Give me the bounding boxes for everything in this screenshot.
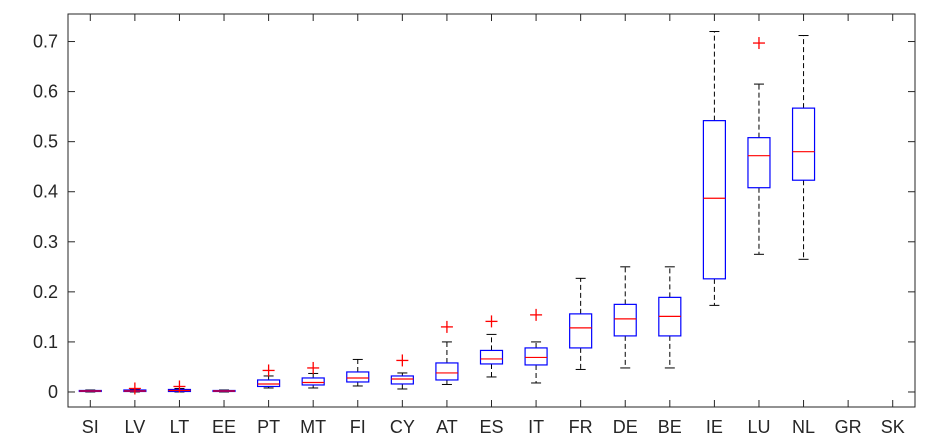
box-mt (301, 361, 325, 389)
box-it (524, 308, 548, 384)
iqr-box (346, 371, 370, 383)
x-tick-label: IT (528, 417, 544, 436)
x-tick-label: NL (792, 417, 815, 436)
outlier-marker (752, 37, 765, 50)
x-tick-label: SK (881, 417, 905, 436)
iqr-box (390, 375, 414, 385)
box-pt (257, 364, 281, 389)
y-tick-label: 0.6 (33, 82, 58, 102)
x-tick-label: ES (479, 417, 503, 436)
box-si (78, 389, 102, 393)
box-de (613, 266, 637, 369)
box-ee (212, 389, 236, 393)
y-tick-label: 0.7 (33, 32, 58, 52)
box-be (658, 266, 682, 369)
box-lv (123, 382, 147, 395)
iqr-box (747, 137, 771, 189)
outlier-marker (440, 320, 453, 333)
x-tick-label: MT (300, 417, 326, 436)
y-tick-label: 0.2 (33, 282, 58, 302)
box-fi (346, 358, 370, 387)
y-tick-label: 0 (48, 382, 58, 402)
y-tick-label: 0.5 (33, 132, 58, 152)
iqr-box (479, 349, 504, 365)
x-tick-label: PT (257, 417, 280, 436)
iqr-box (613, 303, 637, 337)
box-cy (390, 354, 414, 390)
x-tick-label: BE (658, 417, 682, 436)
iqr-box (301, 377, 325, 386)
outlier-marker (262, 364, 275, 377)
x-tick-label: CY (390, 417, 415, 436)
x-tick-label: LV (125, 417, 146, 436)
x-tick-label: LU (747, 417, 770, 436)
box-lu (747, 37, 771, 255)
y-tick-label: 0.1 (33, 332, 58, 352)
iqr-box (524, 347, 548, 366)
x-tick-label: EE (212, 417, 236, 436)
y-tick-label: 0.4 (33, 182, 58, 202)
box-nl (791, 35, 816, 260)
iqr-box (435, 362, 459, 381)
x-tick-label: LT (170, 417, 190, 436)
x-tick-label: IE (706, 417, 723, 436)
y-axis: 0 0.1 0.2 0.3 0.4 0.5 0.6 0.7 (33, 32, 915, 402)
iqr-box (257, 379, 281, 388)
x-tick-label: FI (350, 417, 366, 436)
box-fr (569, 277, 593, 370)
x-tick-label: GR (835, 417, 862, 436)
x-tick-label: SI (82, 417, 99, 436)
box-es (479, 315, 504, 378)
x-tick-label: DE (613, 417, 638, 436)
outlier-marker (307, 361, 320, 374)
x-tick-label: AT (436, 417, 458, 436)
outlier-marker (128, 382, 141, 395)
y-tick-label: 0.3 (33, 232, 58, 252)
x-axis: SI LV LT EE PT MT FI CY AT ES IT FR DE BE IE LU NL GR SK (82, 14, 905, 436)
outlier-marker (173, 380, 186, 393)
box-lt (167, 380, 192, 393)
iqr-box (569, 313, 593, 349)
iqr-box (702, 120, 726, 280)
boxes-layer (78, 31, 816, 395)
outlier-marker (530, 308, 543, 321)
outlier-marker (485, 315, 498, 328)
box-ie (702, 31, 726, 306)
iqr-box (791, 107, 816, 181)
outlier-marker (396, 354, 409, 367)
x-tick-label: FR (569, 417, 593, 436)
box-at (435, 320, 459, 385)
